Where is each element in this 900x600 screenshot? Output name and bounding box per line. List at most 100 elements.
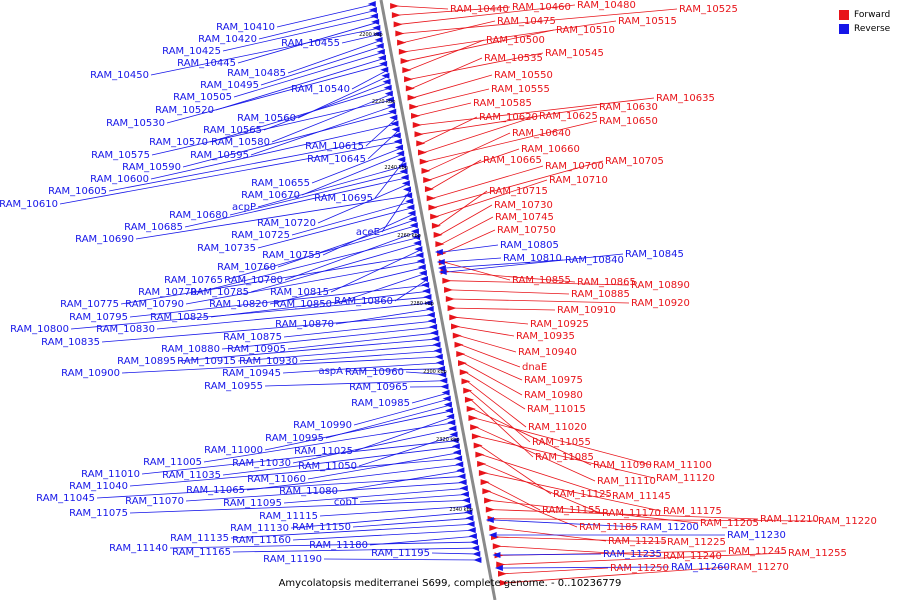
reverse-gene-arrow (408, 216, 417, 223)
reverse-gene-arrow (418, 270, 427, 277)
forward-gene-label: RAM_10535 (484, 53, 543, 64)
reverse-connector (101, 314, 435, 343)
reverse-gene-label: RAM_11000 (204, 445, 263, 456)
reverse-gene-label: RAM_11035 (162, 470, 221, 481)
reverse-gene-label: RAM_10895 (117, 356, 176, 367)
forward-gene-arrow (424, 186, 434, 193)
forward-connector (482, 463, 601, 514)
reverse-gene-arrow (406, 204, 415, 211)
reverse-gene-arrow (380, 66, 389, 73)
reverse-gene-arrow (423, 293, 432, 300)
reverse-connector (177, 338, 440, 362)
reverse-connector (307, 452, 462, 480)
forward-gene-arrow (402, 67, 412, 74)
reverse-gene-label: RAM_11180 (309, 540, 368, 551)
reverse-gene-label: RAM_10915 (177, 356, 236, 367)
forward-gene-arrow (390, 3, 400, 9)
reverse-gene-arrow (463, 503, 472, 510)
reverse-connector (283, 320, 437, 338)
forward-gene-label: RAM_10525 (679, 4, 738, 15)
reverse-gene-label: RAM_10735 (197, 243, 256, 254)
forward-gene-arrow (411, 112, 421, 119)
forward-gene-label: RAM_10925 (530, 319, 589, 330)
reverse-connector (156, 302, 433, 330)
forward-gene-label: RAM_10555 (491, 84, 550, 95)
reverse-right-connector (446, 253, 624, 273)
forward-gene-arrow (492, 543, 502, 550)
reverse-gene-arrow (446, 413, 455, 420)
forward-gene-arrow (473, 442, 483, 449)
reverse-gene-label: RAM_11075 (69, 508, 128, 519)
gene-features (367, 1, 509, 586)
forward-connector (444, 261, 511, 281)
reverse-gene-label: RAM_10760 (217, 262, 276, 273)
reverse-connector (269, 266, 426, 305)
forward-gene-label: RAM_11175 (663, 506, 722, 517)
reverse-gene-arrow (424, 299, 433, 306)
reverse-swatch (839, 24, 849, 34)
forward-gene-arrow (430, 213, 440, 220)
forward-gene-label: RAM_10550 (494, 70, 553, 81)
reverse-connector (352, 517, 474, 528)
reverse-gene-arrow (435, 359, 444, 366)
reverse-connector (264, 410, 454, 451)
forward-connector (481, 454, 611, 497)
scale-tick-label: 2240 kbp (384, 165, 408, 171)
forward-gene-arrow (484, 497, 494, 504)
reverse-gene-label: RAM_10985 (351, 398, 410, 409)
forward-gene-arrow (398, 48, 408, 55)
reverse-gene-label: RAM_10720 (257, 218, 316, 229)
forward-connector (476, 426, 596, 482)
reverse-gene-arrow (374, 36, 383, 43)
reverse-connector (215, 57, 387, 111)
forward-connector (411, 57, 483, 89)
reverse-gene-arrow (458, 479, 467, 486)
forward-connector (456, 326, 515, 337)
reverse-gene-arrow (466, 521, 475, 528)
reverse-gene-label: RAM_10815 (270, 287, 329, 298)
forward-gene-label: RAM_11255 (788, 548, 847, 559)
forward-connector (423, 115, 538, 153)
reverse-gene-label: RAM_10875 (223, 332, 282, 343)
forward-gene-arrow (391, 12, 401, 19)
reverse-gene-label: RAM_11130 (230, 523, 289, 534)
forward-gene-label: RAM_11125 (553, 489, 612, 500)
reverse-connector (283, 487, 468, 504)
reverse-gene-arrow (431, 335, 440, 342)
reverse-right-connector (445, 259, 564, 269)
reverse-gene-arrow (399, 168, 408, 175)
reverse-connector (365, 117, 398, 147)
reverse-connector (311, 147, 404, 184)
reverse-connector (70, 296, 432, 330)
forward-connector (486, 481, 541, 511)
reverse-gene-arrow (372, 24, 381, 31)
reverse-gene-label: RAM_10840 (565, 255, 624, 266)
forward-connector (422, 116, 478, 144)
forward-gene-arrow (419, 158, 429, 165)
forward-gene-label: RAM_10630 (599, 102, 658, 113)
forward-connector (434, 160, 604, 208)
reverse-gene-arrow (485, 517, 494, 523)
reverse-gene-arrow (383, 84, 392, 91)
forward-gene-arrow (464, 396, 474, 403)
reverse-gene-label: RAM_11140 (109, 543, 168, 554)
forward-gene-label: RAM_11250 (610, 563, 669, 574)
forward-gene-label: RAM_10935 (516, 331, 575, 342)
reverse-gene-label: RAM_10410 (216, 22, 275, 33)
forward-gene-label: RAM_11210 (760, 514, 819, 525)
reverse-connector (203, 422, 456, 463)
forward-gene-label: RAM_10750 (497, 225, 556, 236)
reverse-connector (271, 93, 393, 143)
reverse-gene-arrow (393, 138, 402, 145)
forward-connector (470, 399, 534, 458)
forward-gene-label: RAM_11270 (730, 562, 789, 573)
reverse-right-connector (444, 257, 502, 263)
reverse-gene-arrow (437, 365, 446, 372)
reverse-connector (210, 290, 431, 318)
reverse-gene-arrow (410, 228, 419, 235)
reverse-connector (185, 260, 425, 305)
forward-gene-arrow (499, 579, 509, 586)
reverse-gene-arrow (400, 174, 409, 181)
forward-gene-label: RAM_10545 (545, 48, 604, 59)
reverse-gene-label: RAM_11095 (223, 498, 282, 509)
